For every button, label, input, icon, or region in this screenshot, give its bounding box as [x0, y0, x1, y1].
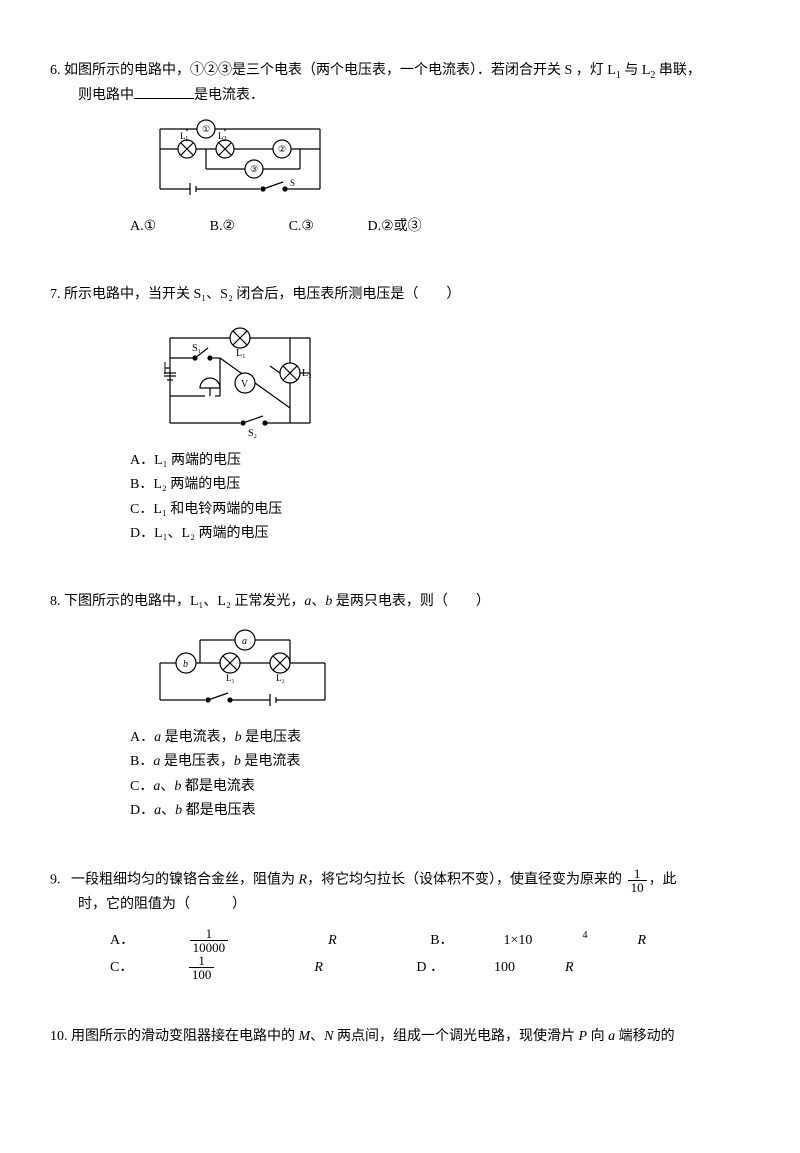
- q6-text-c: 串联，: [655, 63, 701, 78]
- q10-num: 10.: [50, 1029, 68, 1044]
- q9-frac1: 110: [628, 867, 647, 894]
- q7-body: 所示电路中，当开关 S₁、S₂ 闭合后，电压表所测电压是（ ）: [64, 287, 460, 302]
- q7-num: 7.: [50, 287, 61, 302]
- svg-text:2: 2: [223, 135, 227, 143]
- q10-M: M: [299, 1029, 311, 1044]
- svg-text:L₂: L₂: [276, 673, 285, 683]
- q10-text: 10. 用图所示的滑动变阻器接在电路中的 M、N 两点间，组成一个调光电路，现使…: [50, 1026, 750, 1048]
- question-8: 8. 下图所示的电路中，L₁、L₂ 正常发光， a 、 b 是两只电表，则（ ）: [50, 591, 750, 823]
- q10-N: N: [324, 1029, 333, 1044]
- svg-text:S: S: [290, 178, 295, 188]
- q9-text-c: ，此: [649, 873, 677, 888]
- q8-diagram: a b L₁ L₂: [50, 625, 750, 715]
- q8-text: 8. 下图所示的电路中，L₁、L₂ 正常发光，a、b 是两只电表，则（ ）: [50, 591, 750, 613]
- q7-text: 7. 所示电路中，当开关 S₁、S₂ 闭合后，电压表所测电压是（ ）: [50, 284, 750, 306]
- question-9: 9. 一段粗细均匀的镍铬合金丝，阻值为 R，将它均匀拉长（设体积不变），使直径变…: [50, 867, 750, 980]
- question-10: 10. 用图所示的滑动变阻器接在电路中的 M、N 两点间，组成一个调光电路，现使…: [50, 1026, 750, 1048]
- q7-opt-a: A．L₁ 两端的电压: [130, 450, 750, 472]
- q8-options: A．a 是电流表，b 是电压表 B．a 是电压表，b 是电流表 C．a、b 都是…: [50, 727, 750, 823]
- svg-text:b: b: [183, 659, 188, 670]
- svg-text:L₁: L₁: [236, 348, 246, 359]
- q9-opt-a: A． 110000R: [110, 933, 390, 948]
- q7-opt-c: C．L₁ 和电铃两端的电压: [130, 499, 750, 521]
- svg-text:S₂: S₂: [248, 428, 257, 438]
- svg-text:①: ①: [202, 124, 210, 134]
- q9-opt-b: B．1×104R: [430, 933, 696, 948]
- q6-num: 6.: [50, 63, 61, 78]
- q10-P: P: [579, 1029, 588, 1044]
- q9-num: 9.: [50, 873, 61, 888]
- q9-R: R: [299, 873, 308, 888]
- q7-opt-d: D．L₁、L₂ 两端的电压: [130, 523, 750, 545]
- q7-diagram: L₁ L₂ V S₁ S₂: [50, 318, 750, 438]
- q9-opt-c: C． 1100R: [110, 960, 376, 975]
- svg-text:L₁: L₁: [226, 673, 235, 683]
- q8-opt-b: B．a 是电压表，b 是电流表: [130, 751, 750, 773]
- svg-text:V: V: [241, 379, 249, 390]
- q10-text-b: 、: [310, 1029, 324, 1044]
- q9-text-a: 一段粗细均匀的镍铬合金丝，阻值为: [71, 873, 299, 888]
- q9-text: 9. 一段粗细均匀的镍铬合金丝，阻值为 R，将它均匀拉长（设体积不变），使直径变…: [50, 867, 750, 916]
- q9-options: A． 110000R B．1×104R C． 1100R D ．100R: [50, 927, 750, 981]
- svg-text:③: ③: [250, 164, 258, 174]
- q8-num: 8.: [50, 594, 61, 609]
- q8-text-c: 是两只电表，则（ ）: [332, 594, 490, 609]
- q8-opt-c: C．a、b 都是电流表: [130, 776, 750, 798]
- question-7: 7. 所示电路中，当开关 S₁、S₂ 闭合后，电压表所测电压是（ ）: [50, 284, 750, 546]
- svg-text:1: 1: [185, 135, 189, 143]
- svg-text:L₂: L₂: [302, 368, 312, 379]
- q7-options: A．L₁ 两端的电压 B．L₂ 两端的电压 C．L₁ 和电铃两端的电压 D．L₁…: [50, 450, 750, 546]
- svg-text:a: a: [242, 636, 247, 647]
- q7-opt-b: B．L₂ 两端的电压: [130, 474, 750, 496]
- q10-text-a: 用图所示的滑动变阻器接在电路中的: [71, 1029, 299, 1044]
- q9-opt-d: D ．100R: [416, 960, 623, 975]
- q6-options: A.① B.② C.③ D.②或③: [50, 216, 750, 238]
- svg-text:S₁: S₁: [192, 343, 201, 354]
- q6-opt-d: D.②或③: [367, 219, 421, 234]
- q6-text-e: 是电流表．: [194, 88, 264, 103]
- q6-opt-a: A.①: [130, 219, 156, 234]
- q6-text-a: 如图所示的电路中，①②③是三个电表（两个电压表，一个电流表）．若闭合开关 S ，…: [64, 63, 616, 78]
- q10-text-d: 向: [587, 1029, 608, 1044]
- svg-text:②: ②: [278, 144, 286, 154]
- q6-text: 6. 如图所示的电路中，①②③是三个电表（两个电压表，一个电流表）．若闭合开关 …: [50, 60, 750, 107]
- q6-text-d: 则电路中: [78, 88, 134, 103]
- q8-opt-d: D．a、b 都是电压表: [130, 800, 750, 822]
- q10-text-e: 端移动的: [615, 1029, 675, 1044]
- q6-diagram: L1 L2 ① ② ③ S: [50, 119, 750, 204]
- q8-text-b: 、: [311, 594, 325, 609]
- q8-opt-a: A．a 是电流表，b 是电压表: [130, 727, 750, 749]
- q6-opt-b: B.②: [210, 219, 235, 234]
- q6-text-b: 与 L: [621, 63, 651, 78]
- blank: [134, 84, 194, 99]
- q9-text-d: 时，它的阻值为（ ）: [78, 897, 246, 912]
- q10-text-c: 两点间，组成一个调光电路，现使滑片: [334, 1029, 579, 1044]
- q8-text-a: 下图所示的电路中，L₁、L₂ 正常发光，: [64, 594, 304, 609]
- q9-text-b: ，将它均匀拉长（设体积不变），使直径变为原来的: [307, 873, 626, 888]
- question-6: 6. 如图所示的电路中，①②③是三个电表（两个电压表，一个电流表）．若闭合开关 …: [50, 60, 750, 239]
- q6-opt-c: C.③: [289, 219, 314, 234]
